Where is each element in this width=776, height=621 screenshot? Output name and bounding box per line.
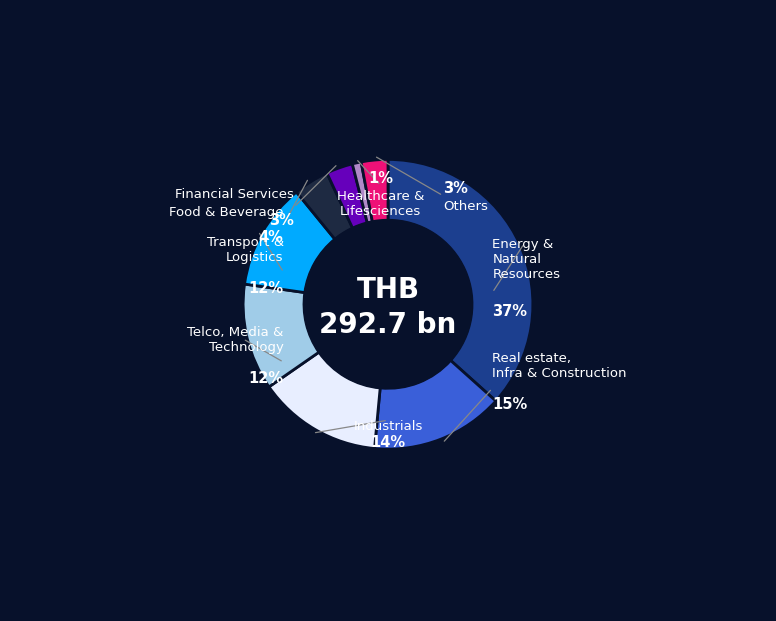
Text: 3%: 3% bbox=[269, 213, 294, 228]
Wedge shape bbox=[352, 162, 372, 223]
Wedge shape bbox=[388, 160, 533, 401]
Wedge shape bbox=[243, 284, 319, 387]
Text: 12%: 12% bbox=[248, 281, 284, 296]
Wedge shape bbox=[375, 360, 496, 449]
Text: 3%: 3% bbox=[443, 181, 468, 196]
Text: 292.7 bn: 292.7 bn bbox=[320, 310, 456, 338]
Text: 12%: 12% bbox=[248, 371, 284, 386]
Text: THB: THB bbox=[356, 276, 420, 304]
Text: 14%: 14% bbox=[370, 435, 406, 450]
Wedge shape bbox=[269, 352, 380, 448]
Text: Telco, Media &
Technology: Telco, Media & Technology bbox=[187, 325, 284, 353]
Wedge shape bbox=[244, 192, 335, 292]
Wedge shape bbox=[296, 173, 352, 239]
Wedge shape bbox=[327, 164, 367, 228]
Text: Real estate,
Infra & Construction: Real estate, Infra & Construction bbox=[492, 351, 627, 379]
Text: Transport &
Logistics: Transport & Logistics bbox=[206, 236, 284, 264]
Text: Energy &
Natural
Resources: Energy & Natural Resources bbox=[492, 238, 560, 281]
Wedge shape bbox=[361, 160, 388, 222]
Text: 37%: 37% bbox=[492, 304, 528, 319]
Text: Financial Services: Financial Services bbox=[175, 188, 294, 201]
Text: Food & Beverage: Food & Beverage bbox=[169, 206, 284, 219]
Text: Healthcare &
Lifesciences: Healthcare & Lifesciences bbox=[337, 190, 424, 218]
Text: 15%: 15% bbox=[492, 397, 528, 412]
Text: 1%: 1% bbox=[369, 171, 393, 186]
Circle shape bbox=[304, 220, 472, 388]
Text: Others: Others bbox=[443, 200, 488, 213]
Text: 4%: 4% bbox=[259, 230, 284, 245]
Text: Industrials: Industrials bbox=[353, 420, 423, 433]
